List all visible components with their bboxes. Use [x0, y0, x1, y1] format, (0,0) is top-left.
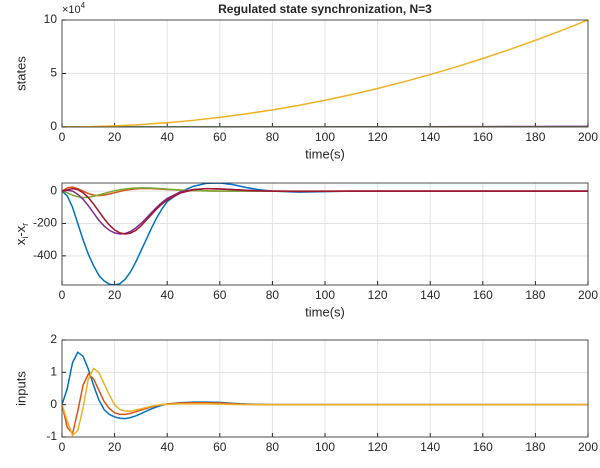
x-tick-label: 60 — [213, 288, 227, 302]
y-tick-label: 1 — [50, 365, 57, 379]
axes-box — [61, 19, 589, 128]
x-tick-label: 180 — [525, 288, 545, 302]
x-tick-label: 140 — [420, 130, 440, 144]
x-tick-label: 80 — [266, 440, 280, 454]
y-exponent: ×104 — [62, 1, 86, 16]
x-axis-label: time(s) — [305, 146, 345, 161]
y-label-part: i — [20, 237, 30, 239]
series-group — [62, 351, 588, 437]
y-label-part: r — [20, 223, 30, 226]
x-tick-label: 100 — [315, 440, 335, 454]
y-tick-label: 0 — [50, 397, 57, 411]
x-tick-label: 200 — [578, 440, 598, 454]
y-tick-label: -1 — [46, 429, 57, 443]
chart-title: Regulated state synchronization, N=3 — [218, 2, 432, 16]
exponent-base: ×10 — [62, 4, 81, 16]
series-line — [62, 20, 588, 127]
x-tick-label: 60 — [213, 440, 227, 454]
x-tick-label: 40 — [161, 288, 175, 302]
axes-box — [61, 182, 589, 286]
x-tick-label: 80 — [266, 130, 280, 144]
series-line — [62, 187, 588, 235]
x-tick-label: 180 — [525, 130, 545, 144]
y-axis-label: xi-xr — [13, 223, 30, 245]
y-tick-label: 2 — [50, 332, 57, 346]
y-tick-label: -200 — [33, 216, 57, 230]
x-tick-label: 40 — [161, 130, 175, 144]
y-tick-label: -400 — [33, 248, 57, 262]
series-line — [62, 367, 588, 437]
y-axis-label: states — [13, 56, 28, 91]
x-tick-label: 160 — [473, 130, 493, 144]
x-tick-label: 60 — [213, 130, 227, 144]
axes-box — [61, 339, 589, 438]
y-tick-label: 5 — [50, 66, 57, 80]
x-tick-label: 160 — [473, 440, 493, 454]
x-tick-label: 180 — [525, 440, 545, 454]
x-tick-label: 0 — [59, 440, 66, 454]
series-group — [62, 183, 588, 285]
y-axis-label: inputs — [13, 371, 28, 406]
x-tick-label: 20 — [108, 440, 122, 454]
x-tick-label: 40 — [161, 440, 175, 454]
x-tick-label: 100 — [315, 130, 335, 144]
x-tick-label: 80 — [266, 288, 280, 302]
x-tick-label: 20 — [108, 130, 122, 144]
y-label-part: -x — [13, 225, 28, 236]
x-tick-label: 100 — [315, 288, 335, 302]
y-tick-label: 10 — [44, 12, 58, 26]
x-tick-label: 0 — [59, 288, 66, 302]
x-tick-label: 120 — [368, 440, 388, 454]
x-tick-label: 200 — [578, 130, 598, 144]
y-tick-label: 0 — [50, 119, 57, 133]
x-tick-label: 160 — [473, 288, 493, 302]
x-tick-label: 120 — [368, 288, 388, 302]
y-label-part: x — [13, 238, 28, 245]
x-axis-label: time(s) — [305, 304, 345, 319]
x-tick-label: 20 — [108, 288, 122, 302]
x-tick-label: 140 — [420, 440, 440, 454]
y-tick-label: 0 — [50, 183, 57, 197]
x-tick-label: 140 — [420, 288, 440, 302]
exponent-power: 4 — [81, 1, 86, 10]
x-tick-label: 0 — [59, 130, 66, 144]
x-tick-label: 120 — [368, 130, 388, 144]
x-tick-label: 200 — [578, 288, 598, 302]
